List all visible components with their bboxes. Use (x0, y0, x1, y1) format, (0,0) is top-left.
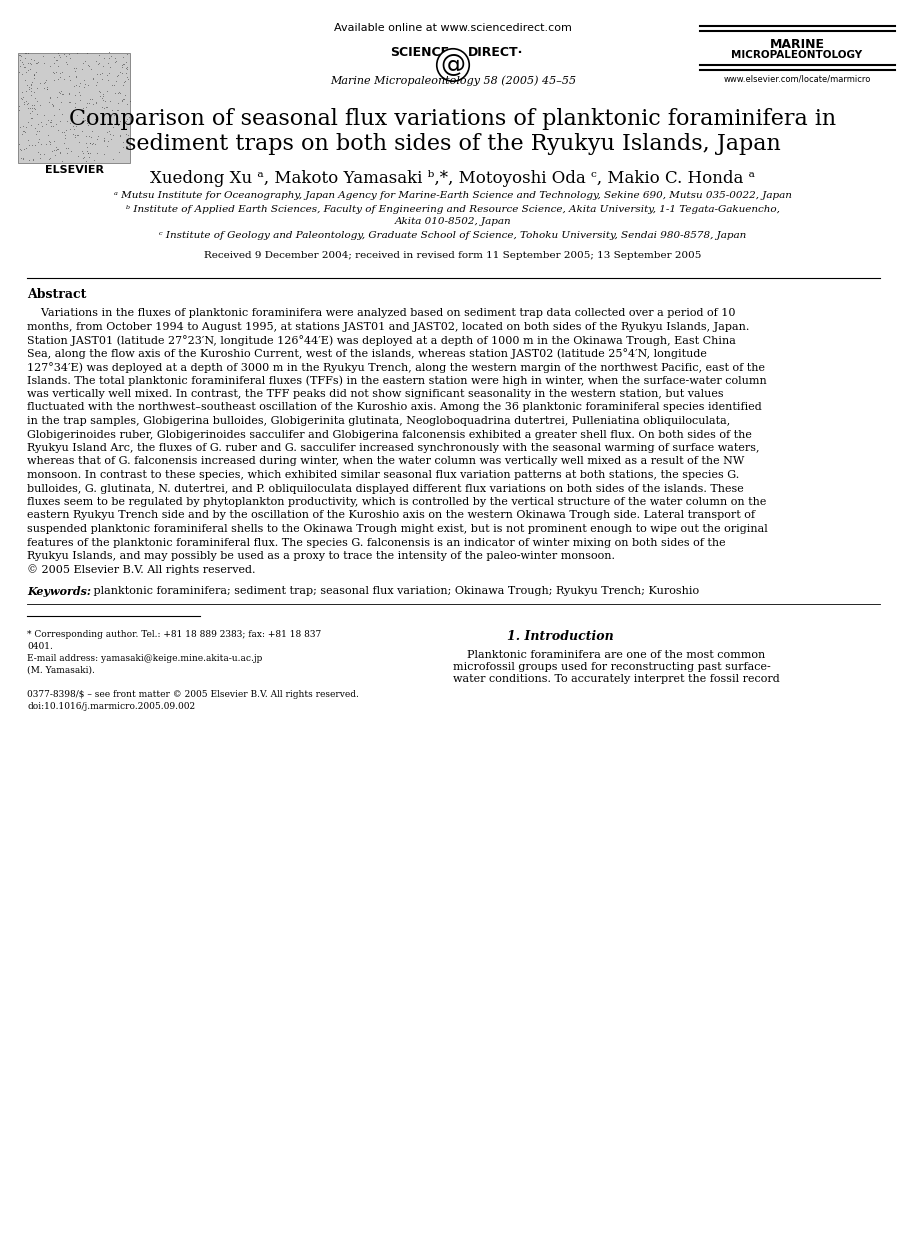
Text: whereas that of G. falconensis increased during winter, when the water column wa: whereas that of G. falconensis increased… (27, 457, 745, 467)
Text: was vertically well mixed. In contrast, the TFF peaks did not show significant s: was vertically well mixed. In contrast, … (27, 389, 724, 399)
Text: DIRECT·: DIRECT· (468, 46, 523, 59)
Text: features of the planktonic foraminiferal flux. The species G. falconensis is an : features of the planktonic foraminiferal… (27, 537, 726, 547)
Text: E-mail address: yamasaki@keige.mine.akita-u.ac.jp: E-mail address: yamasaki@keige.mine.akit… (27, 654, 262, 664)
Text: Available online at www.sciencedirect.com: Available online at www.sciencedirect.co… (334, 24, 572, 33)
Text: Abstract: Abstract (27, 288, 86, 301)
Text: 0377-8398/$ – see front matter © 2005 Elsevier B.V. All rights reserved.: 0377-8398/$ – see front matter © 2005 El… (27, 690, 359, 699)
Text: www.elsevier.com/locate/marmicro: www.elsevier.com/locate/marmicro (723, 76, 871, 84)
Text: SCIENCE: SCIENCE (390, 46, 449, 59)
Text: Variations in the fluxes of planktonic foraminifera were analyzed based on sedim: Variations in the fluxes of planktonic f… (27, 308, 736, 318)
Text: 1. Introduction: 1. Introduction (507, 630, 613, 643)
Text: water conditions. To accurately interpret the fossil record: water conditions. To accurately interpre… (453, 673, 780, 685)
Text: fluxes seem to be regulated by phytoplankton productivity, which is controlled b: fluxes seem to be regulated by phytoplan… (27, 496, 766, 508)
Text: Sea, along the flow axis of the Kuroshio Current, west of the islands, whereas s: Sea, along the flow axis of the Kuroshio… (27, 349, 707, 359)
Text: * Corresponding author. Tel.: +81 18 889 2383; fax: +81 18 837: * Corresponding author. Tel.: +81 18 889… (27, 630, 321, 639)
Text: 127°34′E) was deployed at a depth of 3000 m in the Ryukyu Trench, along the west: 127°34′E) was deployed at a depth of 300… (27, 361, 765, 373)
Text: bulloides, G. glutinata, N. dutertrei, and P. obliquiloculata displayed differen: bulloides, G. glutinata, N. dutertrei, a… (27, 484, 744, 494)
Text: ᵇ Institute of Applied Earth Sciences, Faculty of Engineering and Resource Scien: ᵇ Institute of Applied Earth Sciences, F… (126, 206, 780, 214)
Text: MICROPALEONTOLOGY: MICROPALEONTOLOGY (731, 50, 863, 59)
Text: 0401.: 0401. (27, 643, 53, 651)
Text: fluctuated with the northwest–southeast oscillation of the Kuroshio axis. Among : fluctuated with the northwest–southeast … (27, 402, 762, 412)
Bar (18, 53, 130, 163)
Text: planktonic foraminifera; sediment trap; seasonal flux variation; Okinawa Trough;: planktonic foraminifera; sediment trap; … (90, 586, 699, 595)
Text: Xuedong Xu ᵃ, Makoto Yamasaki ᵇ,*, Motoyoshi Oda ᶜ, Makio C. Honda ᵃ: Xuedong Xu ᵃ, Makoto Yamasaki ᵇ,*, Motoy… (151, 170, 756, 187)
Text: ᵃ Mutsu Institute for Oceanography, Japan Agency for Marine-Earth Science and Te: ᵃ Mutsu Institute for Oceanography, Japa… (114, 191, 792, 201)
Text: months, from October 1994 to August 1995, at stations JAST01 and JAST02, located: months, from October 1994 to August 1995… (27, 322, 749, 332)
Text: Globigerinoides ruber, Globigerinoides sacculifer and Globigerina falconensis ex: Globigerinoides ruber, Globigerinoides s… (27, 430, 752, 439)
Text: Station JAST01 (latitude 27°23′N, longitude 126°44′E) was deployed at a depth of: Station JAST01 (latitude 27°23′N, longit… (27, 335, 736, 345)
Text: Islands. The total planktonic foraminiferal fluxes (TFFs) in the eastern station: Islands. The total planktonic foraminife… (27, 375, 766, 386)
Text: Keywords:: Keywords: (27, 586, 91, 597)
Text: Ryukyu Island Arc, the fluxes of G. ruber and G. sacculifer increased synchronou: Ryukyu Island Arc, the fluxes of G. rube… (27, 443, 759, 453)
Text: sediment traps on both sides of the Ryukyu Islands, Japan: sediment traps on both sides of the Ryuk… (125, 132, 781, 155)
Text: © 2005 Elsevier B.V. All rights reserved.: © 2005 Elsevier B.V. All rights reserved… (27, 565, 256, 576)
Text: Ryukyu Islands, and may possibly be used as a proxy to trace the intensity of th: Ryukyu Islands, and may possibly be used… (27, 551, 615, 561)
Text: monsoon. In contrast to these species, which exhibited similar seasonal flux var: monsoon. In contrast to these species, w… (27, 470, 739, 480)
Text: Planktonic foraminifera are one of the most common: Planktonic foraminifera are one of the m… (453, 650, 766, 660)
Text: Marine Micropaleontology 58 (2005) 45–55: Marine Micropaleontology 58 (2005) 45–55 (330, 76, 576, 85)
Text: (M. Yamasaki).: (M. Yamasaki). (27, 666, 95, 675)
Text: eastern Ryukyu Trench side and by the oscillation of the Kuroshio axis on the we: eastern Ryukyu Trench side and by the os… (27, 510, 755, 520)
Text: MARINE: MARINE (769, 38, 824, 51)
Text: Received 9 December 2004; received in revised form 11 September 2005; 13 Septemb: Received 9 December 2004; received in re… (204, 251, 702, 260)
Text: @: @ (441, 53, 465, 77)
Text: suspended planktonic foraminiferal shells to the Okinawa Trough might exist, but: suspended planktonic foraminiferal shell… (27, 524, 767, 534)
Text: doi:10.1016/j.marmicro.2005.09.002: doi:10.1016/j.marmicro.2005.09.002 (27, 702, 195, 711)
Text: Akita 010-8502, Japan: Akita 010-8502, Japan (395, 217, 512, 227)
Text: Comparison of seasonal flux variations of planktonic foraminifera in: Comparison of seasonal flux variations o… (70, 108, 836, 130)
Text: ELSEVIER: ELSEVIER (44, 165, 103, 175)
Text: microfossil groups used for reconstructing past surface-: microfossil groups used for reconstructi… (453, 662, 771, 672)
Text: in the trap samples, Globigerina bulloides, Globigerinita glutinata, Neogloboqua: in the trap samples, Globigerina bulloid… (27, 416, 730, 426)
Text: ᶜ Institute of Geology and Paleontology, Graduate School of Science, Tohoku Univ: ᶜ Institute of Geology and Paleontology,… (160, 232, 746, 240)
